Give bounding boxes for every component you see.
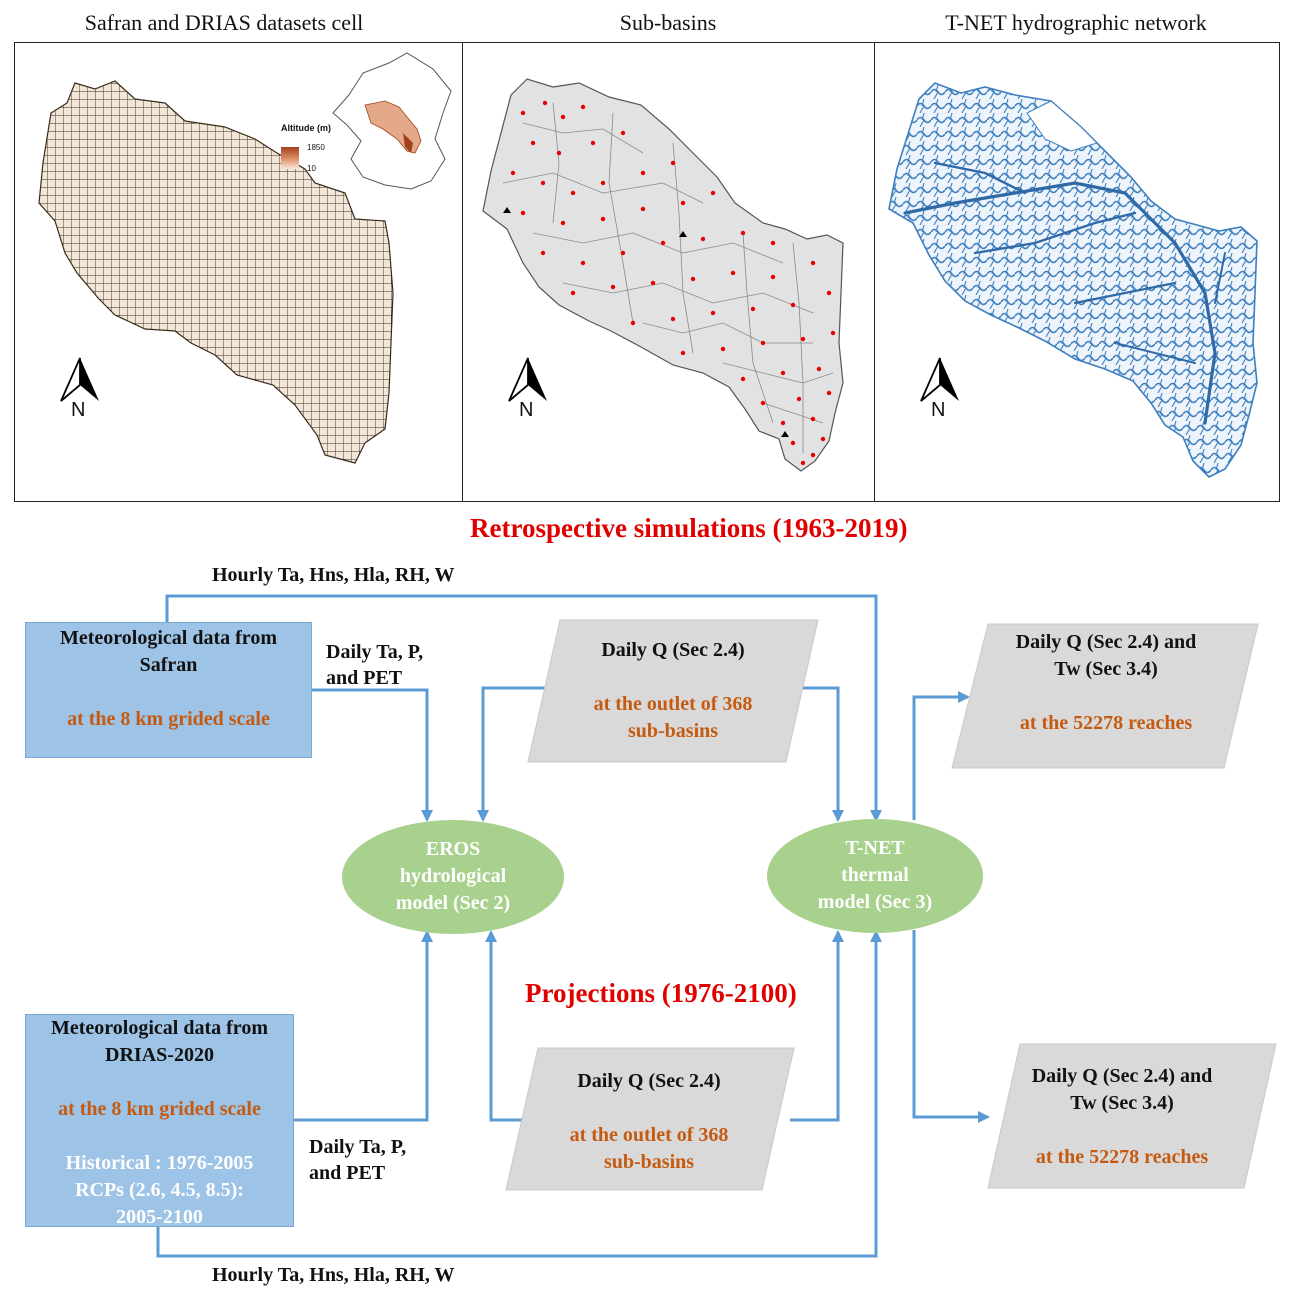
q-top-orange2: sub-basins: [627, 720, 719, 742]
q-bottom-orange2: sub-basins: [603, 1151, 695, 1173]
north-arrow-icon: [60, 357, 99, 402]
france-inset-map: [332, 52, 452, 190]
subbasins-map: [482, 78, 844, 472]
daily-top-line2: and PET: [326, 667, 403, 689]
tnet-map-title: T-NET hydrographic network: [945, 10, 1207, 35]
tnet-model-ellipse: [767, 819, 983, 933]
eros-model-label: EROS hydrological model (Sec 2): [353, 836, 553, 917]
hourly-bottom-arrow: [156, 930, 882, 1258]
drias-box-line1: Meteorological data from: [51, 1017, 268, 1039]
grid-cells: [38, 80, 394, 464]
projections-title: Projections (1976-2100): [525, 978, 797, 1008]
daily-bottom-label: Daily Ta, P, and PET: [309, 1134, 406, 1186]
daily-top-line1: Daily Ta, P,: [326, 641, 424, 663]
tnet-to-output-top-arrow: [912, 691, 970, 820]
daily-top-arrow: [310, 688, 433, 822]
output-bottom-box: [987, 1043, 1277, 1189]
station-markers: [503, 207, 789, 437]
tnet-network-map: [888, 82, 1258, 478]
q-bottom-box: [505, 1047, 795, 1191]
tnet-to-output-bottom-arrow: [912, 930, 990, 1123]
drias-box-line2: DRIAS-2020: [105, 1044, 214, 1066]
daily-top-label: Daily Ta, P, and PET: [326, 639, 423, 691]
eros-line2: hydrological: [399, 865, 507, 887]
altitude-legend-max: 1850: [307, 143, 325, 152]
drias-box-rcps: RCPs (2.6, 4.5, 8.5):: [75, 1179, 244, 1201]
safran-box-scale: at the 8 km grided scale: [67, 708, 270, 730]
safran-box-line2: Safran: [139, 654, 198, 676]
north-label: N: [71, 399, 86, 421]
subbasin-boundaries: [502, 102, 834, 453]
safran-map-title: Safran and DRIAS datasets cell: [84, 10, 364, 35]
eros-model-ellipse: [342, 820, 564, 934]
output-top-orange: at the 52278 reaches: [1019, 712, 1193, 734]
safran-box-line1: Meteorological data from: [60, 627, 277, 649]
north-label: N: [931, 399, 946, 421]
output-bottom-orange: at the 52278 reaches: [1035, 1146, 1209, 1168]
outlet-points: [510, 100, 836, 466]
output-top-box: [951, 623, 1259, 769]
q-bottom-orange1: at the outlet of 368: [569, 1124, 729, 1146]
q-bottom-line1: Daily Q (Sec 2.4): [577, 1070, 721, 1092]
main-rivers: [903, 161, 1226, 425]
altitude-legend-bar: [281, 147, 299, 169]
tnet-line2: thermal: [841, 864, 909, 886]
eros-line1: EROS: [425, 838, 481, 860]
eros-line3: model (Sec 2): [395, 892, 511, 914]
output-top-line2: Tw (Sec 3.4): [1054, 658, 1158, 680]
tnet-model-label: T-NET thermal model (Sec 3): [775, 835, 975, 916]
unmapped-area: [1026, 100, 1098, 152]
hourly-top-label: Hourly Ta, Hns, Hla, RH, W: [212, 564, 455, 586]
q-bottom-to-tnet-arrow: [790, 930, 844, 1122]
q-top-box: [527, 619, 819, 763]
q-top-text: Daily Q (Sec 2.4) at the outlet of 368 s…: [553, 637, 793, 745]
safran-data-box: Meteorological data from Safran at the 8…: [25, 622, 312, 758]
drias-box-scale: at the 8 km grided scale: [58, 1098, 261, 1120]
tnet-line3: model (Sec 3): [817, 891, 933, 913]
north-arrow-icon: [508, 357, 547, 402]
q-top-to-eros-arrow: [477, 686, 546, 822]
safran-grid-map: [38, 52, 452, 464]
output-bottom-text: Daily Q (Sec 2.4) and Tw (Sec 3.4) at th…: [992, 1063, 1252, 1171]
hourly-bottom-label: Hourly Ta, Hns, Hla, RH, W: [212, 1264, 455, 1286]
drias-box-rcp-period: 2005-2100: [116, 1206, 203, 1228]
output-bottom-line1: Daily Q (Sec 2.4) and: [1031, 1065, 1213, 1087]
altitude-legend-title: Altitude (m): [281, 123, 331, 133]
hourly-top-arrow: [165, 594, 882, 822]
q-top-to-tnet-arrow: [800, 686, 844, 822]
subbasins-map-title: Sub-basins: [619, 10, 717, 35]
tnet-line1: T-NET: [845, 837, 905, 859]
retrospective-title: Retrospective simulations (1963-2019): [470, 513, 908, 543]
basin-outline: [482, 78, 844, 472]
tnet-map-panel: N: [874, 42, 1280, 502]
output-bottom-line2: Tw (Sec 3.4): [1070, 1092, 1174, 1114]
daily-bottom-arrow: [292, 930, 433, 1122]
q-bottom-to-eros-arrow: [485, 930, 522, 1122]
output-top-text: Daily Q (Sec 2.4) and Tw (Sec 3.4) at th…: [976, 629, 1236, 737]
output-top-line1: Daily Q (Sec 2.4) and: [1015, 631, 1197, 653]
q-top-line1: Daily Q (Sec 2.4): [601, 639, 745, 661]
daily-bottom-line2: and PET: [309, 1162, 386, 1184]
daily-bottom-line1: Daily Ta, P,: [309, 1136, 407, 1158]
drias-data-box: Meteorological data from DRIAS-2020 at t…: [25, 1014, 294, 1228]
altitude-legend-min: 10: [307, 164, 316, 173]
drias-box-historical: Historical : 1976-2005: [65, 1152, 254, 1174]
q-top-orange1: at the outlet of 368: [593, 693, 753, 715]
north-arrow-icon: [920, 357, 959, 402]
north-label: N: [519, 399, 534, 421]
q-bottom-text: Daily Q (Sec 2.4) at the outlet of 368 s…: [529, 1068, 769, 1176]
subbasins-map-panel: N: [462, 42, 876, 502]
